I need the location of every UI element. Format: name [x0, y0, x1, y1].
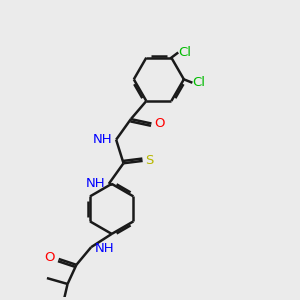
Text: S: S [146, 154, 154, 167]
Text: Cl: Cl [192, 76, 205, 89]
Text: O: O [45, 251, 55, 264]
Text: NH: NH [85, 177, 105, 190]
Text: NH: NH [93, 133, 112, 146]
Text: Cl: Cl [178, 46, 191, 59]
Text: NH: NH [94, 242, 114, 255]
Text: O: O [154, 117, 165, 130]
